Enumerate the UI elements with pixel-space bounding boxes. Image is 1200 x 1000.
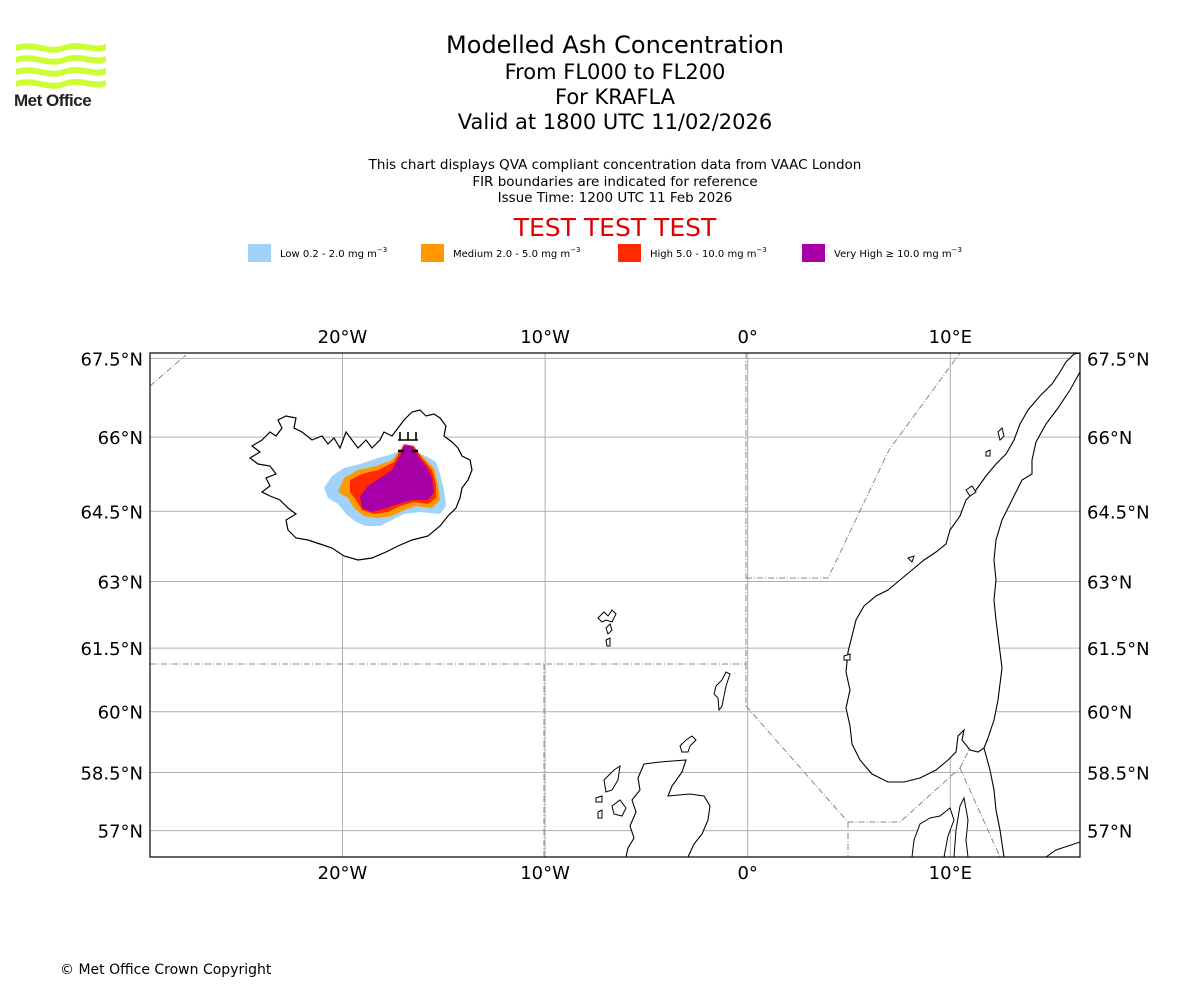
lon-tick-label-bottom: 20°W — [318, 863, 368, 884]
coastline-hebrides — [595, 764, 627, 819]
fir-boundary-norway-west — [746, 353, 961, 579]
lat-tick-label-left: 67.5°N — [80, 349, 143, 370]
copyright: © Met Office Crown Copyright — [60, 962, 272, 978]
logo-text: Met Office — [14, 91, 92, 110]
lat-tick-label-right: 64.5°N — [1087, 502, 1150, 523]
lat-tick-label-left: 66°N — [98, 428, 143, 449]
legend-swatch-very-high — [802, 244, 825, 262]
test-banner: TEST TEST TEST — [513, 213, 717, 242]
coastline-norway-islands — [843, 427, 1005, 661]
axis-tick-labels: 20°W 20°W 10°W 10°W 0° 0° 10°E 10°E 67.5°N 67.5°N… — [80, 327, 1149, 884]
volcano-name: For KRAFLA — [555, 85, 675, 109]
coastline-scotland — [625, 759, 711, 857]
legend-label-very-high: Very High ≥ 10.0 mg m−3 — [834, 246, 962, 260]
lat-tick-label-right: 58.5°N — [1087, 763, 1150, 784]
fir-boundary-north-sea — [745, 705, 961, 823]
coastline-scandinavia — [845, 353, 1080, 783]
volcano-icon — [398, 432, 418, 453]
lon-tick-label-top: 20°W — [318, 327, 368, 348]
lat-tick-label-right: 57°N — [1087, 822, 1132, 843]
lat-tick-label-left: 57°N — [98, 822, 143, 843]
coastline-orkney — [679, 735, 697, 753]
flight-level-range: From FL000 to FL200 — [504, 60, 726, 84]
legend-item-medium: Medium 2.0 - 5.0 mg m−3 — [421, 244, 580, 262]
lat-tick-label-right: 60°N — [1087, 703, 1132, 724]
coastline-shetland — [713, 671, 731, 712]
chart-subtitle: This chart displays QVA compliant concen… — [0, 157, 1200, 207]
legend-item-very-high: Very High ≥ 10.0 mg m−3 — [802, 244, 962, 262]
lon-tick-label-top: 0° — [737, 327, 757, 348]
fir-boundary-denmark — [959, 767, 1001, 857]
coastline-sweden-interior — [983, 747, 1005, 857]
legend-label-low: Low 0.2 - 2.0 mg m−3 — [280, 246, 388, 260]
subtitle-data-source: This chart displays QVA compliant concen… — [368, 157, 862, 173]
lat-tick-label-right: 63°N — [1087, 572, 1132, 593]
legend-swatch-high — [618, 244, 641, 262]
coastline-sweden-east — [1045, 841, 1080, 857]
lat-tick-label-right: 67.5°N — [1087, 349, 1150, 370]
lon-tick-label-top: 10°W — [520, 327, 570, 348]
coastline-faroe — [597, 609, 617, 647]
met-office-logo-icon — [16, 43, 106, 89]
legend-item-high: High 5.0 - 10.0 mg m−3 — [618, 244, 767, 262]
legend-swatch-low — [248, 244, 271, 262]
lat-tick-label-left: 58.5°N — [80, 763, 143, 784]
subtitle-fir-note: FIR boundaries are indicated for referen… — [472, 173, 758, 190]
lat-tick-label-right: 61.5°N — [1087, 639, 1150, 660]
map-frame — [149, 352, 1081, 858]
lon-tick-label-bottom: 0° — [737, 863, 757, 884]
lon-tick-label-bottom: 10°E — [929, 863, 972, 884]
chart-titles: Modelled Ash Concentration From FL000 to… — [0, 30, 1200, 135]
lat-tick-label-right: 66°N — [1087, 428, 1132, 449]
subtitle-issue-time: Issue Time: 1200 UTC 11 Feb 2026 — [497, 190, 733, 206]
legend-label-medium: Medium 2.0 - 5.0 mg m−3 — [453, 246, 581, 260]
lat-tick-label-left: 61.5°N — [80, 639, 143, 660]
ash-very-high-area — [360, 446, 434, 512]
lat-tick-label-left: 60°N — [98, 703, 143, 724]
chart-title: Modelled Ash Concentration — [446, 31, 784, 59]
lon-tick-label-bottom: 10°W — [520, 863, 570, 884]
ash-concentration — [324, 444, 446, 526]
lat-tick-label-left: 64.5°N — [80, 502, 143, 523]
lon-tick-label-top: 10°E — [929, 327, 972, 348]
coastline-denmark — [911, 796, 969, 857]
legend-swatch-medium — [421, 244, 444, 262]
legend-label-high: High 5.0 - 10.0 mg m−3 — [650, 246, 767, 260]
valid-time: Valid at 1800 UTC 11/02/2026 — [457, 110, 773, 134]
lat-tick-label-left: 63°N — [98, 572, 143, 593]
fir-boundaries — [150, 353, 1001, 857]
legend-item-low: Low 0.2 - 2.0 mg m−3 — [248, 244, 387, 262]
fir-boundary-iceland-nw — [150, 354, 187, 387]
